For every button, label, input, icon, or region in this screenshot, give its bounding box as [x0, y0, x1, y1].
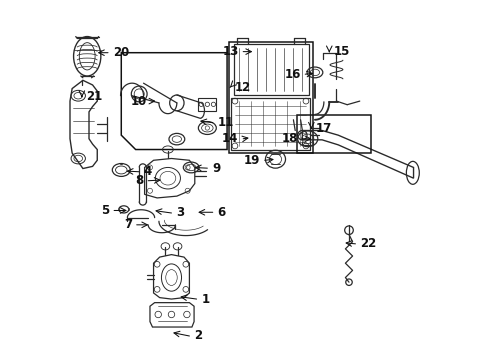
Text: 16: 16	[284, 68, 300, 81]
Text: 21: 21	[87, 90, 103, 103]
Text: 14: 14	[222, 132, 239, 145]
Text: 5: 5	[101, 204, 109, 217]
Text: 15: 15	[334, 45, 350, 58]
Text: 8: 8	[135, 174, 144, 187]
Text: 17: 17	[316, 122, 332, 135]
Text: 11: 11	[218, 116, 234, 129]
Text: 20: 20	[113, 46, 129, 59]
Bar	[297, 116, 370, 153]
Text: 1: 1	[201, 293, 209, 306]
Text: 6: 6	[218, 206, 225, 219]
Text: 10: 10	[131, 95, 147, 108]
Text: 3: 3	[176, 207, 184, 220]
Text: 12: 12	[235, 81, 251, 94]
Text: 4: 4	[144, 165, 152, 178]
Bar	[234, 44, 309, 95]
Text: 19: 19	[244, 154, 260, 167]
Text: 2: 2	[194, 329, 202, 342]
Bar	[229, 42, 313, 153]
Bar	[231, 98, 310, 149]
Text: 22: 22	[360, 237, 376, 250]
Text: 18: 18	[281, 132, 298, 145]
Text: 7: 7	[124, 218, 132, 231]
Text: 13: 13	[222, 45, 239, 58]
Text: 9: 9	[212, 162, 220, 175]
